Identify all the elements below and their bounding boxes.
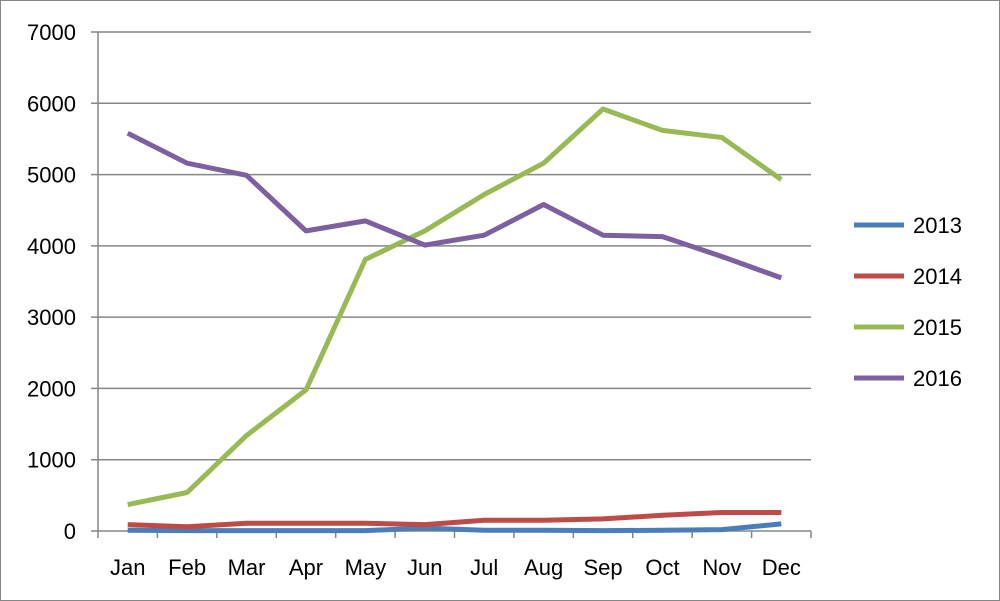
y-tick-labels: 0 1000 2000 3000 4000 5000 6000 7000 — [27, 20, 76, 544]
legend-label-2016: 2016 — [913, 366, 962, 391]
y-tick-label: 2000 — [27, 376, 76, 401]
y-tick-label: 0 — [64, 519, 76, 544]
legend: 2013 2014 2015 2016 — [854, 213, 962, 391]
y-tick-label: 5000 — [27, 163, 76, 188]
x-tick-label-jul: Jul — [470, 555, 498, 580]
x-tick-label-oct: Oct — [645, 555, 679, 580]
y-tick-label: 3000 — [27, 305, 76, 330]
x-tick-label-jun: Jun — [407, 555, 442, 580]
legend-label-2014: 2014 — [913, 264, 962, 289]
y-tick-label: 1000 — [27, 448, 76, 473]
x-tick-label-dec: Dec — [762, 555, 801, 580]
series-lines — [126, 106, 783, 534]
x-tick-label-nov: Nov — [702, 555, 741, 580]
x-tick-labels: Jan Feb Mar Apr May Jun Jul Aug Sep Oct Nov Dec — [110, 555, 801, 580]
series-line-2014 — [127, 510, 782, 530]
gridlines — [98, 31, 811, 461]
y-tick-label: 4000 — [27, 234, 76, 259]
axes — [91, 31, 812, 538]
x-tick-label-jan: Jan — [110, 555, 145, 580]
series-line-2016 — [126, 130, 783, 281]
x-tick-label-apr: Apr — [289, 555, 323, 580]
y-tick-label: 7000 — [27, 20, 76, 45]
series-line-2013 — [127, 521, 782, 534]
legend-label-2015: 2015 — [913, 315, 962, 340]
series-line-2015 — [127, 106, 783, 508]
y-tick-label: 6000 — [27, 91, 76, 116]
x-tick-label-mar: Mar — [228, 555, 266, 580]
legend-label-2013: 2013 — [913, 213, 962, 238]
x-tick-label-feb: Feb — [168, 555, 206, 580]
x-tick-label-sep: Sep — [583, 555, 622, 580]
x-tick-label-aug: Aug — [524, 555, 563, 580]
x-tick-label-may: May — [345, 555, 387, 580]
